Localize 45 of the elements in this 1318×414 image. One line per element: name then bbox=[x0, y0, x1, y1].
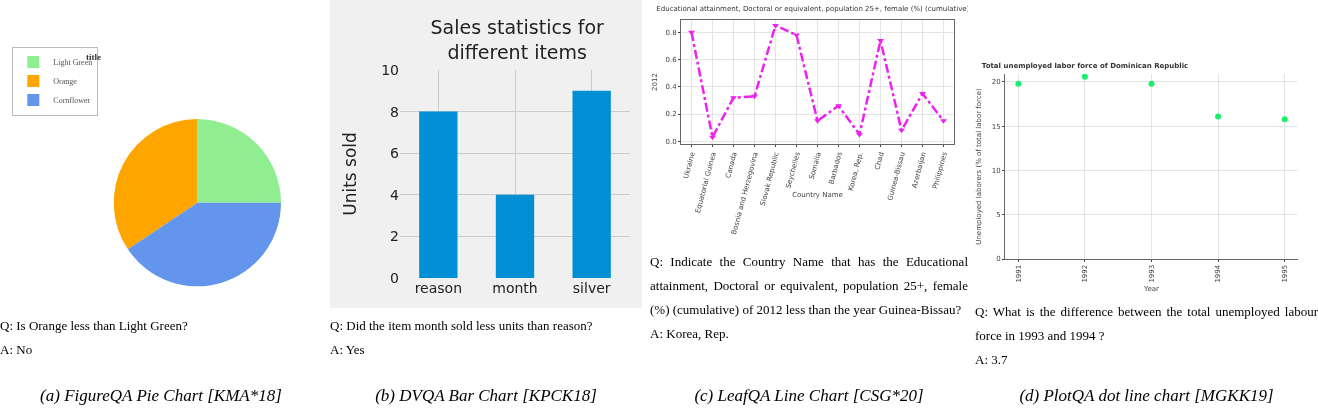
text: Q: Indicate the Country Name that has the Educational attainment, Doctoral or equivalent, population 25+, female (%) (cumulative) of 2012 less than the year Guinea-Bissau? bbox=[650, 253, 968, 319]
text: Q: What is the difference between the total unemployed labour force in 1993 and 1994 ? bbox=[975, 303, 1318, 345]
point bbox=[1281, 116, 1288, 123]
y-tick-label: 0 bbox=[390, 269, 399, 286]
point bbox=[919, 92, 926, 97]
text: (b) DVQA Bar Chart [KPCK18] bbox=[374, 386, 598, 406]
text: A: 3.7 bbox=[975, 351, 1009, 369]
y-tick-label: 4 bbox=[390, 186, 400, 203]
y-axis-title: Units sold bbox=[340, 132, 360, 216]
x-tick-label: reason bbox=[414, 280, 463, 296]
point bbox=[877, 38, 884, 44]
point bbox=[814, 119, 821, 124]
chart-title: Sales statistics for different items bbox=[430, 16, 605, 63]
bar bbox=[572, 90, 611, 278]
point bbox=[1215, 113, 1222, 120]
y-tick-label: 10 bbox=[381, 61, 399, 78]
y-tick-label: 2 bbox=[390, 228, 399, 245]
point bbox=[793, 33, 800, 38]
y-tick-label: 8 bbox=[390, 103, 399, 120]
point bbox=[1148, 80, 1155, 87]
text: Q: Did the item month sold less units than reason? bbox=[330, 317, 594, 335]
pie-slice bbox=[197, 119, 281, 203]
bar bbox=[495, 194, 535, 278]
pie-slice bbox=[113, 119, 198, 250]
point bbox=[856, 132, 863, 138]
point bbox=[1081, 74, 1088, 80]
x-tick-label: month bbox=[492, 280, 538, 296]
x-tick-label: silver bbox=[572, 280, 611, 296]
text: (d) PlotQA dot line chart [MGKK19] bbox=[1018, 386, 1275, 406]
text: A: Korea, Rep. bbox=[650, 325, 730, 343]
legend-label: Cornflower bbox=[53, 96, 91, 106]
text: (a) FigureQA Pie Chart [KMA*18] bbox=[39, 386, 283, 406]
point bbox=[730, 96, 737, 101]
bar bbox=[419, 111, 458, 278]
text: A: Yes bbox=[330, 341, 366, 359]
legend-label: Orange bbox=[53, 77, 78, 87]
y-tick-label: 6 bbox=[390, 145, 400, 162]
point bbox=[772, 23, 779, 29]
point bbox=[1015, 80, 1022, 87]
text: (c) LeafQA Line Chart [CSG*20] bbox=[693, 386, 925, 406]
text: Q: Is Orange less than Light Green? bbox=[0, 317, 189, 335]
point bbox=[940, 119, 947, 124]
point bbox=[835, 104, 842, 109]
pie-slice bbox=[127, 202, 281, 287]
text: A: No bbox=[0, 341, 34, 359]
